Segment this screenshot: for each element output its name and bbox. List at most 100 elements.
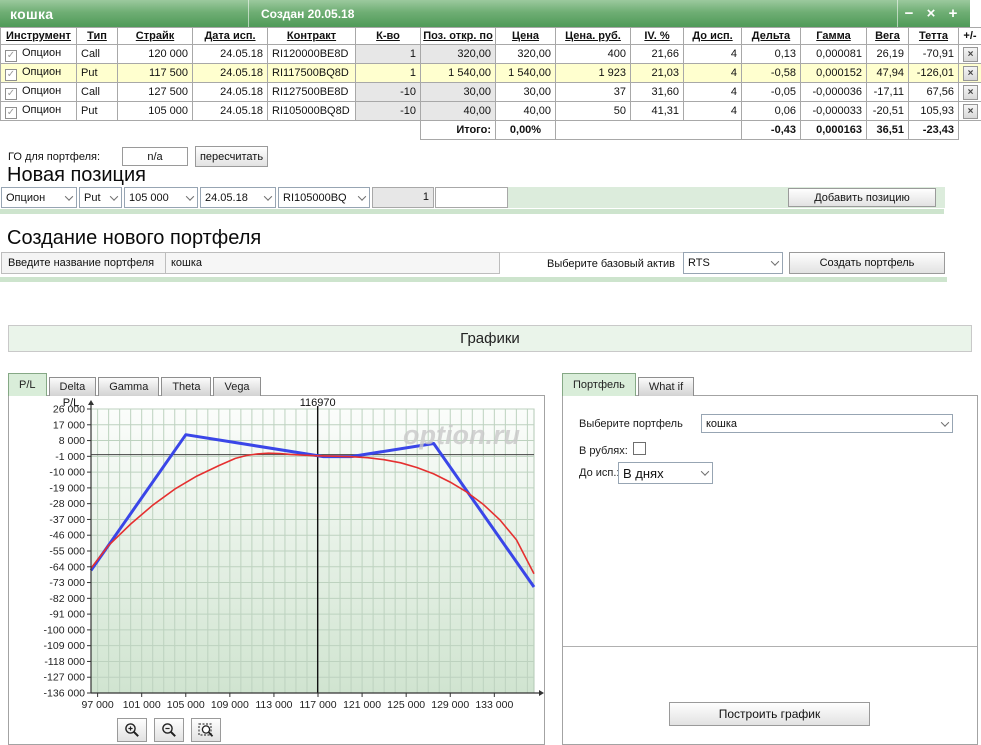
go-value-input[interactable]: n/a <box>122 147 188 166</box>
price-input[interactable] <box>435 187 508 208</box>
panel-divider <box>563 646 977 647</box>
svg-text:option.ru: option.ru <box>403 420 520 450</box>
cell-price: 1 540,00 <box>495 63 556 83</box>
svg-text:-64 000: -64 000 <box>49 561 85 573</box>
chevron-down-icon <box>770 257 780 266</box>
tab-delta[interactable]: Delta <box>48 377 97 396</box>
cell-qty: -10 <box>355 82 421 102</box>
col-header-price[interactable]: Цена <box>495 27 556 45</box>
chevron-down-icon <box>263 191 273 201</box>
col-header-type[interactable]: Тип <box>76 27 118 45</box>
cell-gamma: 0,000081 <box>800 44 867 64</box>
create-portfolio-button[interactable]: Создать портфель <box>789 252 945 274</box>
col-header-instrument[interactable]: Инструмент <box>0 27 77 45</box>
row-delete-button[interactable]: × <box>963 46 978 62</box>
strike-select[interactable]: 105 000 <box>124 187 198 208</box>
tab-whatif[interactable]: What if <box>637 377 695 396</box>
col-header-contract[interactable]: Контракт <box>267 27 356 45</box>
cell-expdate: 24.05.18 <box>192 63 268 83</box>
table-row[interactable]: ✓ Опцион Call 120 000 24.05.18 RI120000BE… <box>0 44 981 64</box>
svg-text:109 000: 109 000 <box>211 699 249 711</box>
totals-label: Итого: <box>420 120 496 140</box>
svg-text:105 000: 105 000 <box>167 699 205 711</box>
table-row[interactable]: ✓ Опцион Put 105 000 24.05.18 RI105000BQ8… <box>0 101 981 121</box>
svg-text:129 000: 129 000 <box>431 699 469 711</box>
type-select[interactable]: Put <box>79 187 122 208</box>
tab-theta[interactable]: Theta <box>161 377 212 396</box>
rub-checkbox[interactable] <box>633 442 646 455</box>
tab-pl[interactable]: P/L <box>8 373 47 396</box>
col-header-openpos[interactable]: Поз. откр. по <box>420 27 496 45</box>
tab-portfolio[interactable]: Портфель <box>562 373 636 396</box>
chart-panel: 26 000 17 000 8 000 -1 000 -10 000 -19 000 -28… <box>8 395 545 745</box>
col-header-qty[interactable]: К-во <box>355 27 421 45</box>
close-icon[interactable]: × <box>926 5 936 22</box>
row-delete-button[interactable]: × <box>963 103 978 119</box>
date-select[interactable]: 24.05.18 <box>200 187 276 208</box>
col-header-pricerub[interactable]: Цена. руб. <box>555 27 631 45</box>
build-chart-button[interactable]: Построить график <box>669 702 870 726</box>
totals-row: Итого: 0,00% -0,43 0,000163 36,51 -23,43 <box>1 120 981 140</box>
instrument-select[interactable]: Опцион <box>1 187 77 208</box>
cell-contract: RI117500BQ8D <box>267 63 356 83</box>
window-controls: − × + <box>898 0 970 27</box>
cell-theta: 67,56 <box>908 82 959 102</box>
created-date-label: Создан 20.05.18 <box>261 6 355 21</box>
zoom-in-button[interactable] <box>117 718 147 742</box>
cell-days: 4 <box>683 82 742 102</box>
window-titlebar: кошка Создан 20.05.18 − × + <box>0 0 970 27</box>
cell-vega: -20,51 <box>866 101 909 121</box>
col-header-gamma[interactable]: Гамма <box>800 27 867 45</box>
svg-text:8 000: 8 000 <box>59 435 85 447</box>
svg-text:-28 000: -28 000 <box>49 498 85 510</box>
col-header-days[interactable]: До исп. <box>683 27 742 45</box>
table-row-highlighted[interactable]: ✓ Опцион Put 117 500 24.05.18 RI117500BQ8… <box>0 63 981 83</box>
row-delete-button[interactable]: × <box>963 84 978 100</box>
col-header-theta[interactable]: Тетта <box>908 27 959 45</box>
add-icon[interactable]: + <box>948 5 958 22</box>
tab-gamma[interactable]: Gamma <box>98 377 160 396</box>
add-position-button[interactable]: Добавить позицию <box>788 188 936 207</box>
cell-days: 4 <box>683 101 742 121</box>
col-header-iv[interactable]: IV. % <box>630 27 684 45</box>
positions-table: Инструмент Тип Страйк Дата исп. Контракт… <box>0 27 981 140</box>
portfolio-name-input[interactable]: кошка <box>166 252 500 274</box>
recalc-button[interactable]: пересчитать <box>195 146 268 167</box>
svg-text:117 000: 117 000 <box>299 699 336 711</box>
row-checkbox[interactable]: ✓ <box>5 87 17 100</box>
days-select[interactable]: В днях <box>618 462 713 484</box>
zoom-region-button[interactable] <box>191 718 221 742</box>
cell-expdate: 24.05.18 <box>192 101 268 121</box>
tab-vega[interactable]: Vega <box>213 377 261 396</box>
chevron-down-icon <box>64 191 74 201</box>
cell-strike: 105 000 <box>117 101 193 121</box>
cell-qty: -10 <box>355 101 421 121</box>
qty-input[interactable]: 1 <box>372 187 434 208</box>
row-delete-button[interactable]: × <box>963 65 978 81</box>
cell-iv: 21,66 <box>630 44 684 64</box>
totals-vega: 36,51 <box>866 120 909 140</box>
cell-type: Put <box>76 101 118 121</box>
base-asset-select-value: RTS <box>688 257 710 269</box>
cell-instrument: Опцион <box>22 46 62 59</box>
portfolio-select[interactable]: кошка <box>701 414 953 433</box>
col-header-strike[interactable]: Страйк <box>117 27 193 45</box>
col-header-expdate[interactable]: Дата исп. <box>192 27 268 45</box>
svg-text:-10 000: -10 000 <box>49 467 85 479</box>
table-row[interactable]: ✓ Опцион Call 127 500 24.05.18 RI127500BE… <box>0 82 981 102</box>
svg-text:-19 000: -19 000 <box>49 482 85 494</box>
svg-text:121 000: 121 000 <box>343 699 381 711</box>
cell-strike: 120 000 <box>117 44 193 64</box>
col-header-delta[interactable]: Дельта <box>741 27 801 45</box>
minimize-icon[interactable]: − <box>904 5 914 22</box>
col-header-vega[interactable]: Вега <box>866 27 909 45</box>
chevron-down-icon <box>700 467 710 476</box>
zoom-out-button[interactable] <box>154 718 184 742</box>
row-checkbox[interactable]: ✓ <box>5 49 17 62</box>
contract-select[interactable]: RI105000BQ <box>278 187 370 208</box>
row-checkbox[interactable]: ✓ <box>5 106 17 119</box>
cell-expdate: 24.05.18 <box>192 82 268 102</box>
row-checkbox[interactable]: ✓ <box>5 68 17 81</box>
base-asset-select[interactable]: RTS <box>683 252 783 274</box>
cell-instrument: Опцион <box>22 103 62 116</box>
